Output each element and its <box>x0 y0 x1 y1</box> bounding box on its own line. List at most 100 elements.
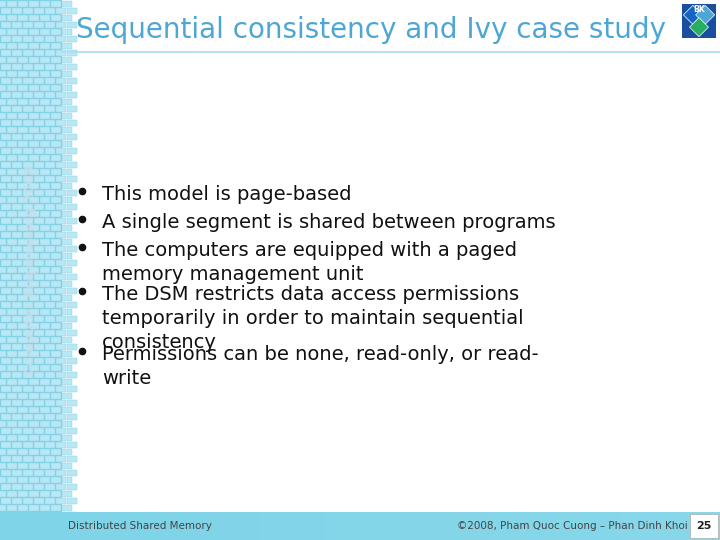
Bar <box>556 512 588 540</box>
Bar <box>12 190 22 195</box>
Bar <box>1 329 11 335</box>
Bar <box>1 428 11 434</box>
Bar <box>45 287 55 294</box>
Bar <box>66 511 76 517</box>
Bar <box>0 336 6 342</box>
Bar <box>50 154 60 160</box>
Bar <box>17 267 27 273</box>
Bar <box>6 308 17 314</box>
Bar <box>1 218 11 224</box>
Bar <box>61 57 71 63</box>
Bar <box>40 504 50 510</box>
Bar <box>12 204 22 210</box>
Bar <box>50 197 60 202</box>
Bar <box>29 294 38 300</box>
Bar <box>61 322 71 328</box>
Bar <box>6 476 17 483</box>
Bar <box>50 490 60 496</box>
Bar <box>55 232 66 238</box>
Bar <box>55 442 66 448</box>
Bar <box>12 414 22 420</box>
Bar <box>0 112 6 118</box>
Bar <box>22 78 32 84</box>
Bar <box>6 267 17 273</box>
Bar <box>12 119 22 125</box>
Bar <box>1 442 11 448</box>
Bar <box>50 84 60 91</box>
Bar <box>17 490 27 496</box>
Bar <box>1 246 11 252</box>
Bar <box>50 476 60 483</box>
Bar <box>45 301 55 307</box>
Bar <box>6 532 17 538</box>
Bar <box>50 239 60 245</box>
Bar <box>6 168 17 174</box>
Bar <box>12 329 22 335</box>
Bar <box>22 105 32 111</box>
Bar <box>17 140 27 146</box>
Bar <box>17 197 27 202</box>
Bar <box>50 393 60 399</box>
Bar <box>34 190 43 195</box>
Bar <box>1 315 11 321</box>
Bar <box>55 204 66 210</box>
Bar <box>66 246 76 252</box>
Bar <box>29 462 38 469</box>
Bar <box>66 329 76 335</box>
Bar <box>40 449 50 455</box>
Bar <box>50 364 60 370</box>
Bar <box>50 518 60 524</box>
Bar <box>29 490 38 496</box>
Bar <box>22 511 32 517</box>
Bar <box>45 315 55 321</box>
Bar <box>22 147 32 153</box>
Bar <box>45 260 55 266</box>
Bar <box>161 512 194 540</box>
Bar <box>12 78 22 84</box>
Bar <box>0 308 6 314</box>
Bar <box>0 43 6 49</box>
Bar <box>0 476 6 483</box>
Bar <box>29 364 38 370</box>
Bar <box>29 71 38 77</box>
Bar <box>29 280 38 287</box>
Bar <box>45 511 55 517</box>
Bar <box>34 147 43 153</box>
Bar <box>12 386 22 392</box>
Bar <box>40 197 50 202</box>
Bar <box>34 525 43 531</box>
Bar <box>29 154 38 160</box>
Bar <box>66 22 76 28</box>
Bar <box>45 176 55 181</box>
Bar <box>22 36 32 42</box>
Bar <box>1 190 11 195</box>
Bar <box>22 218 32 224</box>
Bar <box>1 525 11 531</box>
Bar <box>29 211 38 217</box>
Bar <box>55 119 66 125</box>
Bar <box>61 350 71 356</box>
Bar <box>0 504 6 510</box>
Polygon shape <box>690 18 708 37</box>
Bar <box>50 350 60 356</box>
Bar <box>17 29 27 35</box>
Bar <box>55 372 66 377</box>
Bar <box>0 1 6 6</box>
Bar <box>45 8 55 14</box>
Bar <box>50 294 60 300</box>
Bar <box>50 253 60 259</box>
Bar <box>29 267 38 273</box>
Bar <box>66 50 76 56</box>
Bar <box>22 315 32 321</box>
Bar <box>34 386 43 392</box>
Bar <box>0 239 6 245</box>
Bar <box>687 512 720 540</box>
Bar <box>34 469 43 476</box>
Bar <box>0 407 6 413</box>
Bar <box>61 504 71 510</box>
Bar <box>17 393 27 399</box>
Bar <box>45 442 55 448</box>
Bar <box>29 504 38 510</box>
Bar <box>29 393 38 399</box>
Bar <box>6 140 17 146</box>
